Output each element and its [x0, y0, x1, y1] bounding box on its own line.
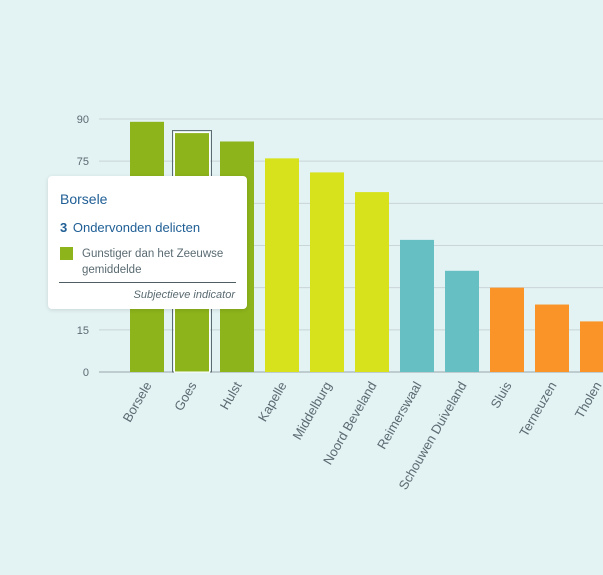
- bar[interactable]: [490, 287, 524, 372]
- bar[interactable]: [265, 158, 299, 372]
- tooltip-title: Borsele: [60, 191, 108, 207]
- x-category-label: Reimerswaal: [374, 379, 425, 452]
- y-tick-label: 15: [77, 325, 89, 337]
- x-category-label: Goes: [171, 379, 200, 414]
- y-tick-label: 75: [77, 156, 89, 168]
- x-category-label: Hulst: [217, 379, 245, 412]
- bar[interactable]: [535, 304, 569, 372]
- chart-tooltip: Borsele 3 Ondervonden delicten Gunstiger…: [48, 176, 247, 309]
- tooltip-divider: [59, 282, 236, 283]
- tooltip-footer: Subjectieve indicator: [133, 289, 235, 301]
- x-category-label: Terneuzen: [516, 379, 559, 439]
- tooltip-value: 3: [60, 220, 68, 235]
- bar[interactable]: [400, 239, 434, 372]
- bar[interactable]: [355, 192, 389, 372]
- tooltip-legend: Gunstiger dan het Zeeuwse gemiddelde: [60, 246, 235, 278]
- tooltip-value-row: 3 Ondervonden delicten: [60, 220, 235, 236]
- tooltip-metric: Ondervonden delicten: [72, 220, 201, 235]
- bar[interactable]: [310, 172, 344, 372]
- y-tick-label: 0: [83, 367, 89, 379]
- x-category-label: Sluis: [488, 379, 515, 411]
- tooltip-legend-text: Gunstiger dan het Zeeuwse gemiddelde: [82, 248, 224, 276]
- x-category-label: Tholen: [572, 379, 603, 421]
- legend-swatch: [60, 247, 73, 260]
- y-tick-label: 90: [77, 114, 89, 126]
- x-category-label: Middelburg: [289, 379, 334, 442]
- x-category-label: Kapelle: [255, 379, 290, 424]
- x-category-label: Borsele: [120, 379, 155, 425]
- bar[interactable]: [580, 321, 603, 372]
- bar[interactable]: [445, 270, 479, 372]
